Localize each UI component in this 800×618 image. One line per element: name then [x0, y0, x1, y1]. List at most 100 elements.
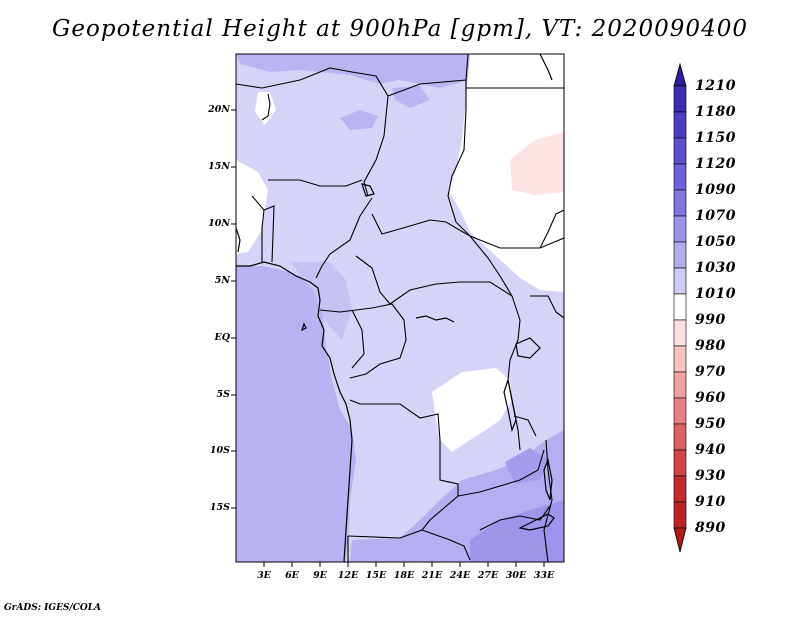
height-field [236, 54, 564, 562]
colorbar-bin-10 [673, 345, 687, 373]
field-atlantic [236, 266, 356, 562]
border-zimbabwe [479, 505, 551, 531]
border-zambia [457, 449, 545, 497]
border-uganda-kenya [530, 295, 565, 319]
lat-label-10s: 10S [209, 445, 230, 456]
border-car-south [355, 255, 513, 305]
border-chad-car [371, 213, 457, 235]
colorbar-top-arrow [673, 62, 687, 87]
border-benin2 [263, 205, 275, 263]
border-congo-drc [349, 303, 407, 379]
river-congo [415, 315, 455, 323]
border-nigeria-cameroon [315, 197, 373, 279]
colorbar-bin-1 [673, 111, 687, 139]
colorbar-label-970: 970 [695, 364, 726, 380]
colorbar-label-950: 950 [695, 416, 726, 432]
lon-label-21e: 21E [421, 570, 443, 581]
country-borders [235, 53, 565, 563]
colorbar-label-1210: 1210 [695, 78, 736, 94]
lon-label-3e: 3E [257, 570, 271, 581]
lon-label-6e: 6E [285, 570, 299, 581]
lat-label-20n: 20N [208, 104, 230, 115]
colorbar-label-1180: 1180 [695, 104, 736, 120]
field-se-blob [505, 448, 548, 484]
lat-label-10n: 10N [208, 218, 230, 229]
border-dr-lakes [513, 415, 537, 437]
lat-label-5s: 5S [216, 389, 230, 400]
map-frame [235, 53, 565, 563]
colorbar-label-1050: 1050 [695, 234, 736, 250]
colorbar-label-1120: 1120 [695, 156, 736, 172]
border-mali-niger [261, 93, 271, 121]
coastlines [235, 53, 555, 563]
border-cameroon-gabon [319, 307, 373, 313]
border-car-sudan [455, 227, 513, 297]
coast-west-africa [236, 261, 353, 563]
lat-label-eq: EQ [214, 332, 230, 343]
axis-ticks [231, 109, 545, 567]
field-north-band [236, 54, 470, 88]
lake-volta [235, 227, 241, 253]
colorbar-label-1090: 1090 [695, 182, 736, 198]
lon-label-24e: 24E [449, 570, 471, 581]
border-angola-north [349, 399, 441, 441]
colorbar-bin-9 [673, 319, 687, 347]
border-namibia-botswana [421, 529, 471, 561]
colorbar-bin-2 [673, 137, 687, 165]
border-niger-chad [363, 95, 389, 197]
lon-label-30e: 30E [505, 570, 527, 581]
grads-credit: GrADS: IGES/COLA [4, 603, 102, 613]
border-drc-east [507, 295, 521, 451]
bioko [300, 322, 307, 332]
colorbar-bin-15 [673, 475, 687, 503]
lake-tanganyika [503, 377, 517, 433]
field-se-darker [470, 500, 564, 562]
border-niger-nigeria [268, 179, 363, 187]
colorbar-label-990: 990 [695, 312, 726, 328]
colorbar-bin-11 [673, 371, 687, 399]
lon-label-18e: 18E [393, 570, 415, 581]
lat-label-5n: 5N [214, 275, 230, 286]
field-nw-white [236, 160, 268, 254]
colorbar-bin-7 [673, 267, 687, 295]
lake-malawi [543, 457, 553, 501]
colorbar-bin-4 [673, 189, 687, 217]
colorbar-label-1070: 1070 [695, 208, 736, 224]
colorbar-bin-6 [673, 241, 687, 269]
border-sudan-ssudan [469, 235, 565, 249]
colorbar-bin-13 [673, 423, 687, 451]
field-nw-white2 [255, 92, 276, 125]
colorbar [673, 62, 687, 553]
colorbar-label-1150: 1150 [695, 130, 736, 146]
lat-label-15s: 15S [209, 502, 230, 513]
border-chad-sudan [447, 109, 471, 237]
colorbar-bin-16 [673, 501, 687, 529]
lon-label-27e: 27E [477, 570, 499, 581]
field-west-coast [290, 262, 352, 340]
colorbar-bin-14 [673, 449, 687, 477]
lon-label-9e: 9E [313, 570, 327, 581]
lon-label-15e: 15E [365, 570, 387, 581]
colorbar-bin-5 [673, 215, 687, 243]
colorbar-label-940: 940 [695, 442, 726, 458]
border-libya-chad [387, 53, 469, 97]
border-benin [251, 195, 265, 262]
colorbar-bin-12 [673, 397, 687, 425]
colorbar-bin-8 [673, 293, 687, 321]
map-title: Geopotential Height at 900hPa [gpm], VT:… [52, 16, 748, 42]
colorbar-bottom-arrow [673, 527, 687, 553]
field-ne-pink [510, 132, 564, 195]
border-angola-east [347, 440, 459, 539]
border-sudan-ethiopia [539, 209, 565, 249]
field-north-blob [340, 110, 378, 130]
colorbar-label-1030: 1030 [695, 260, 736, 276]
lon-label-33e: 33E [533, 570, 555, 581]
colorbar-label-890: 890 [695, 520, 726, 536]
lake-victoria [515, 337, 541, 359]
border-mozambique [543, 439, 553, 563]
lat-label-15n: 15N [208, 161, 230, 172]
colorbar-bin-3 [673, 163, 687, 191]
colorbar-label-980: 980 [695, 338, 726, 354]
colorbar-label-960: 960 [695, 390, 726, 406]
